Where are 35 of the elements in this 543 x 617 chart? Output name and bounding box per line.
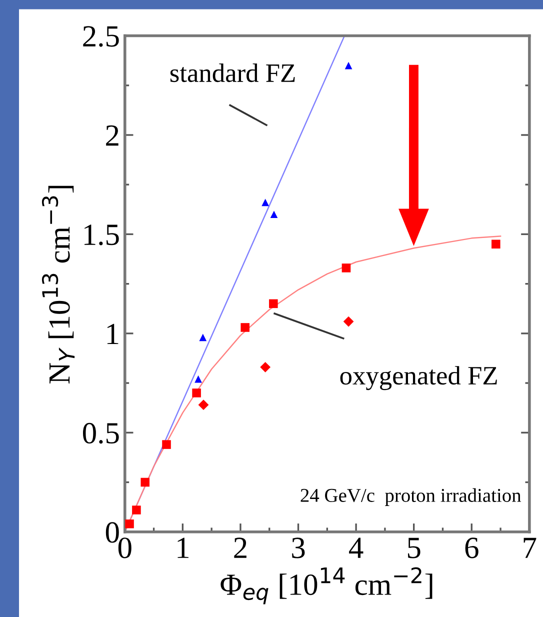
y-axis-title: N$_{Y}$ [10$^{13}$ cm$^{−3}$]: [42, 186, 75, 384]
point: [132, 506, 141, 514]
annotation: 24 GeV/c proton irradiation: [300, 488, 522, 506]
x-axis-title: Φ$_{eq}$ [10$^{14}$ cm$^{−2}$]: [220, 567, 432, 604]
point: [342, 264, 351, 272]
point: [192, 388, 201, 398]
point: [199, 334, 207, 342]
x-tick-label: 7: [524, 538, 536, 558]
x-tick-label: 5: [408, 538, 420, 558]
point: [492, 240, 500, 249]
x-tick-label: 1: [178, 538, 188, 558]
point: [240, 323, 250, 332]
x-tick-label: 2: [234, 538, 246, 558]
point: [270, 210, 278, 218]
point: [140, 478, 150, 487]
point: [125, 520, 134, 528]
y-tick-label: 1: [107, 324, 118, 344]
point: [269, 299, 278, 308]
x-tick-label: 4: [349, 538, 364, 558]
y-tick-label: 1.5: [84, 224, 119, 246]
point: [162, 440, 171, 449]
point: [262, 198, 269, 206]
annotation: oxygenated FZ: [340, 366, 497, 390]
x-tick-label: 6: [465, 538, 478, 558]
y-tick-label: 2.5: [83, 26, 119, 47]
point: [194, 375, 202, 383]
y-tick-label: 0.5: [83, 422, 119, 444]
point: [198, 400, 209, 410]
y-tick-label: 2: [106, 125, 118, 146]
x-tick-label: 3: [292, 538, 305, 558]
point: [343, 316, 354, 327]
annotation: standard FZ: [170, 64, 295, 82]
point: [260, 362, 271, 372]
y-tick-label: 0: [106, 522, 119, 543]
point: [344, 62, 352, 70]
